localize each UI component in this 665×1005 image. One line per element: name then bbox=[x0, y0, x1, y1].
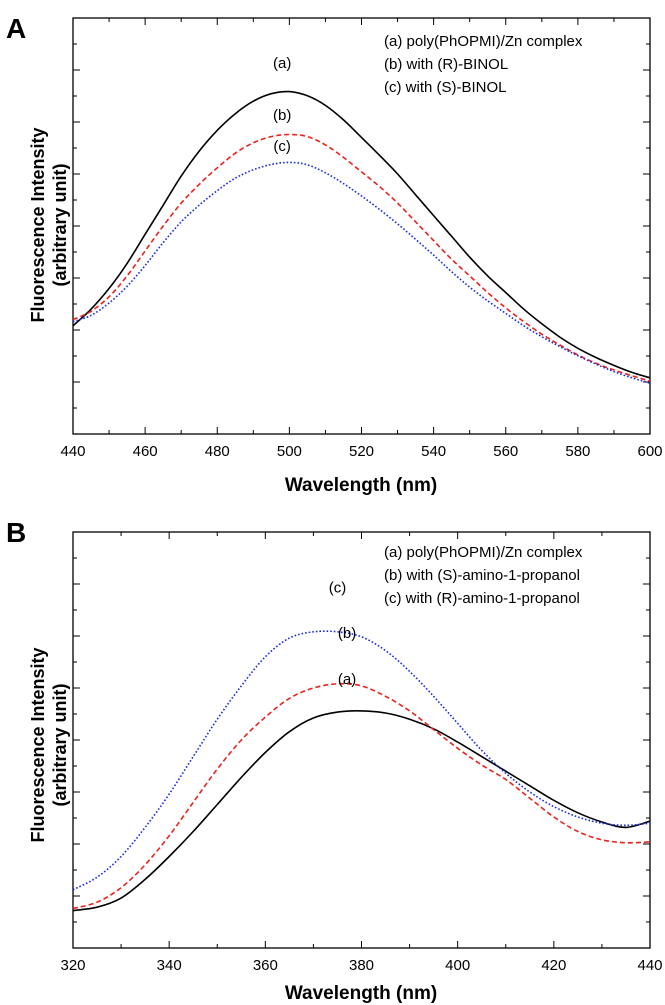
x-tick-label: 360 bbox=[253, 957, 278, 974]
panel-b: B Fluorescence Intensity (arbitrary unit… bbox=[6, 517, 663, 1004]
series-line-b bbox=[72, 682, 651, 910]
panel-b-xlabel: Wavelength (nm) bbox=[285, 983, 437, 1004]
series-line-c bbox=[72, 161, 651, 384]
x-tick-label: 520 bbox=[349, 443, 374, 460]
panel-a-plot-frame bbox=[72, 17, 651, 435]
panel-a-x-tick-labels: 440 460 480 500 520 540 560 580 600 bbox=[60, 443, 662, 460]
series-line-b bbox=[72, 133, 651, 382]
panel-b-ylabel-line1: Fluorescence Intensity bbox=[28, 647, 48, 842]
panel-a-xlabel: Wavelength (nm) bbox=[285, 475, 437, 496]
panel-a-y-axis-ticks bbox=[73, 43, 650, 409]
x-tick-label: 420 bbox=[541, 957, 566, 974]
panel-a-ylabel-line2: (arbitrary unit) bbox=[50, 163, 70, 286]
panel-a-x-axis-ticks bbox=[72, 18, 651, 434]
x-tick-label: 500 bbox=[277, 443, 302, 460]
panel-b-legend-entry-a: (a) poly(PhOPMI)/Zn complex bbox=[384, 544, 583, 561]
panel-b-legend: (a) poly(PhOPMI)/Zn complex (b) with (S)… bbox=[384, 544, 583, 607]
panel-a-curve-tags: (a) (b) (c) bbox=[273, 55, 291, 155]
x-tick-label: 580 bbox=[565, 443, 590, 460]
panel-b-ylabel: Fluorescence Intensity (arbitrary unit) bbox=[28, 647, 70, 842]
x-tick-label: 480 bbox=[205, 443, 230, 460]
x-tick-label: 340 bbox=[157, 957, 182, 974]
x-tick-label: 440 bbox=[637, 957, 662, 974]
panel-b-x-axis-ticks bbox=[72, 532, 651, 948]
panel-b-curve-tags: (a) (b) (c) bbox=[329, 579, 357, 688]
panel-b-y-axis-ticks bbox=[73, 557, 650, 923]
curve-tag-b: (b) bbox=[338, 625, 356, 642]
x-tick-label: 440 bbox=[60, 443, 85, 460]
panel-b-ylabel-line2: (arbitrary unit) bbox=[50, 683, 70, 806]
panel-a-letter: A bbox=[6, 13, 26, 44]
x-tick-label: 400 bbox=[445, 957, 470, 974]
panel-b-letter: B bbox=[6, 517, 26, 548]
panel-a-legend-entry-b: (b) with (R)-BINOL bbox=[384, 56, 508, 73]
curve-tag-a: (a) bbox=[273, 55, 291, 72]
panel-b-legend-entry-c: (c) with (R)-amino-1-propanol bbox=[384, 590, 580, 607]
panel-a-legend-entry-c: (c) with (S)-BINOL bbox=[384, 79, 507, 96]
series-line-a bbox=[72, 90, 651, 379]
panel-a-legend-entry-a: (a) poly(PhOPMI)/Zn complex bbox=[384, 33, 583, 50]
curve-tag-c: (c) bbox=[329, 579, 347, 596]
panel-b-legend-entry-b: (b) with (S)-amino-1-propanol bbox=[384, 567, 580, 584]
series-line-c bbox=[72, 630, 651, 891]
panel-a-ylabel-line1: Fluorescence Intensity bbox=[28, 127, 48, 322]
panel-a-ylabel: Fluorescence Intensity (arbitrary unit) bbox=[28, 127, 70, 322]
x-tick-label: 320 bbox=[60, 957, 85, 974]
x-tick-label: 540 bbox=[421, 443, 446, 460]
curve-tag-c: (c) bbox=[273, 138, 291, 155]
panel-a: A Fluorescence Intensity (arbitrary unit… bbox=[6, 13, 663, 496]
panel-b-series bbox=[72, 630, 651, 912]
panel-a-series bbox=[72, 90, 651, 384]
panel-a-legend: (a) poly(PhOPMI)/Zn complex (b) with (R)… bbox=[384, 33, 583, 96]
x-tick-label: 380 bbox=[349, 957, 374, 974]
x-tick-label: 600 bbox=[637, 443, 662, 460]
x-tick-label: 460 bbox=[133, 443, 158, 460]
x-tick-label: 560 bbox=[493, 443, 518, 460]
series-line-a bbox=[72, 710, 651, 912]
curve-tag-a: (a) bbox=[338, 671, 356, 688]
panel-b-x-tick-labels: 320 340 360 380 400 420 440 bbox=[60, 957, 662, 974]
curve-tag-b: (b) bbox=[273, 107, 291, 124]
